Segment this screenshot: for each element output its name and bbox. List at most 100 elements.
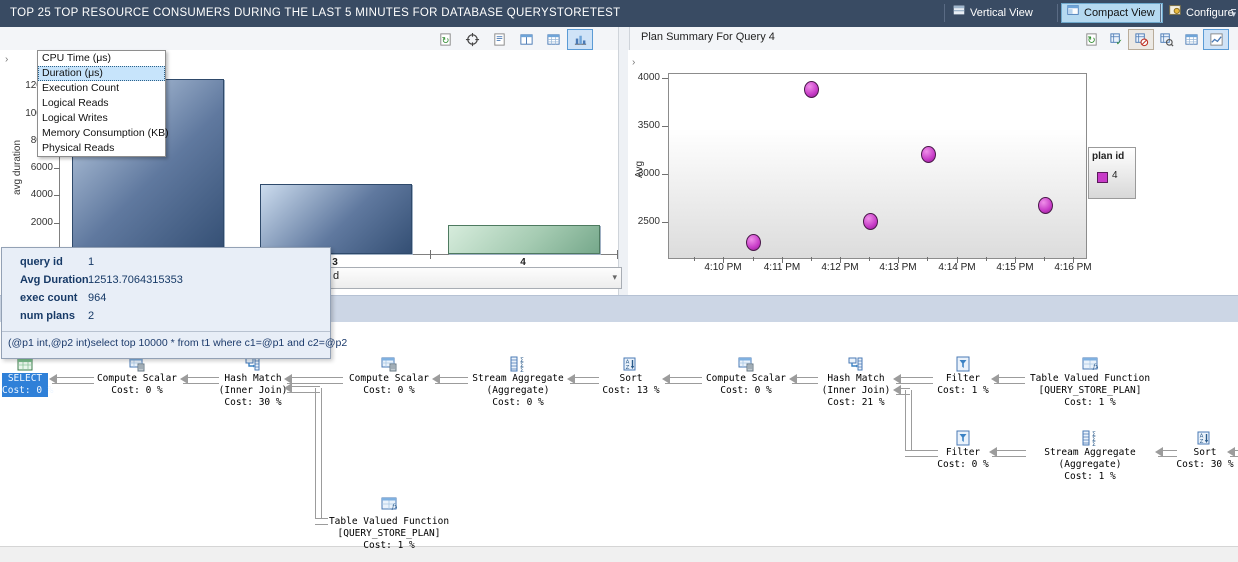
- x-axis-tick-label: 3: [332, 257, 338, 268]
- plan-node-sort2[interactable]: Sort Cost: 30 %: [1176, 447, 1234, 470]
- scatter-point[interactable]: [1038, 197, 1053, 214]
- plan-toolbar-force-plan-icon[interactable]: ✓: [1103, 29, 1129, 50]
- y-axis-tick-label: 2000: [30, 217, 53, 228]
- plan-toolbar-chart-line-icon[interactable]: [1203, 29, 1229, 50]
- plan-toolbar-refresh-icon[interactable]: ↻: [1078, 29, 1104, 50]
- y-axis-tick-label: 4000: [30, 189, 53, 200]
- tvf-icon: fx: [381, 496, 398, 515]
- chart-toolbar-query-text-icon[interactable]: [486, 29, 512, 50]
- x-axis-minor-tick: [1044, 257, 1045, 261]
- query-tooltip: query id 1 Avg Duration12513.7064315353 exe…: [1, 247, 347, 359]
- plan-node-select[interactable]: SELECT Cost: 0 %: [2, 373, 54, 397]
- menu-item-duration-s-[interactable]: Duration (μs): [38, 66, 165, 81]
- svg-text:A: A: [1200, 434, 1204, 440]
- tooltip-divider: [2, 331, 330, 332]
- compact-view-icon: [1066, 3, 1080, 23]
- menu-item-logical-reads[interactable]: Logical Reads: [42, 97, 109, 109]
- plan-connector: [989, 447, 1026, 457]
- vertical-view-icon: [952, 3, 966, 24]
- scatter-point[interactable]: [921, 146, 936, 163]
- plan-connector: [567, 374, 599, 384]
- tooltip-row-value: 2: [88, 310, 95, 322]
- plan-toolbar-grid-view-icon[interactable]: [1178, 29, 1204, 50]
- menu-item-physical-reads[interactable]: Physical Reads: [42, 142, 115, 154]
- pane-collapse-icon[interactable]: ›: [5, 54, 9, 65]
- bar-query-4[interactable]: [448, 225, 600, 254]
- tooltip-row: exec count 964: [20, 292, 106, 304]
- plan-connector: [789, 374, 818, 384]
- compute-scalar-icon: [381, 356, 397, 375]
- plan-node-hm2[interactable]: Hash Match (Inner Join) Cost: 21 %: [821, 373, 891, 408]
- plan-node-sort1[interactable]: Sort Cost: 13 %: [602, 373, 660, 396]
- tooltip-row-value: 964: [88, 292, 107, 304]
- x-axis-tick: [1015, 257, 1016, 263]
- scatter-point[interactable]: [804, 81, 819, 98]
- y-axis-tick: [662, 78, 668, 79]
- menu-item-logical-writes[interactable]: Logical Writes: [42, 112, 108, 124]
- y-axis-tick: [54, 195, 60, 196]
- plan-summary-header: Plan Summary For Query 4: [641, 31, 775, 43]
- plan-node-sa1[interactable]: Stream Aggregate (Aggregate) Cost: 0 %: [472, 373, 564, 408]
- x-axis-tick: [617, 250, 618, 259]
- svg-text:Σ: Σ: [520, 362, 524, 369]
- x-axis-minor-tick: [811, 257, 812, 261]
- menu-item-memory-consumption-kb-[interactable]: Memory Consumption (KB): [42, 127, 169, 139]
- plan-node-tvf1[interactable]: Table Valued Function [QUERY_STORE_PLAN] C…: [1029, 373, 1151, 408]
- horizontal-scrollbar[interactable]: ◂ ▸ +: [0, 546, 1238, 562]
- plan-connector: [1155, 447, 1177, 457]
- svg-text:Σ: Σ: [1092, 436, 1096, 443]
- plan-node-cs1[interactable]: Compute Scalar Cost: 0 %: [96, 373, 178, 396]
- chart-toolbar-grid-view-icon[interactable]: [540, 29, 566, 50]
- plan-node-cs2[interactable]: Compute Scalar Cost: 0 %: [348, 373, 430, 396]
- chart-toolbar-refresh-report-icon[interactable]: ↻: [432, 29, 458, 50]
- chart-toolbar-pane-view-icon[interactable]: [513, 29, 539, 50]
- y-axis-title: Avg: [634, 160, 645, 178]
- svg-text:Σ: Σ: [1092, 431, 1096, 438]
- scatter-point[interactable]: [746, 234, 761, 251]
- tooltip-row-value: 1: [88, 256, 95, 268]
- y-axis-tick-label: 2500: [637, 216, 660, 227]
- chart-toolbar-chart-bars-icon[interactable]: [567, 29, 593, 50]
- plan-node-sa2[interactable]: Stream Aggregate (Aggregate) Cost: 1 %: [1044, 447, 1136, 482]
- x-axis-tick: [957, 257, 958, 263]
- plan-connector: [905, 450, 938, 457]
- view-button-configure[interactable]: Configure: [1164, 3, 1238, 23]
- plan-toolbar-unforce-plan-icon[interactable]: [1128, 29, 1154, 50]
- chart-toolbar-crosshair-icon[interactable]: [459, 29, 485, 50]
- plan-node-cs3[interactable]: Compute Scalar Cost: 0 %: [705, 373, 787, 396]
- svg-text:Z: Z: [1200, 439, 1204, 445]
- menu-item-execution-count[interactable]: Execution Count: [42, 82, 120, 94]
- x-axis-tick-label: 4:11 PM: [763, 262, 801, 273]
- view-button-compact-view[interactable]: Compact View: [1061, 3, 1163, 23]
- plan-connector: [180, 374, 219, 384]
- metric-dropdown-menu: CPU Time (μs) Duration (μs) Execution Coun…: [37, 50, 169, 157]
- menu-item-cpu-time-s-[interactable]: CPU Time (μs): [42, 52, 112, 64]
- plan-node-tvf2[interactable]: Table Valued Function [QUERY_STORE_PLAN] C…: [328, 516, 450, 551]
- scatter-point[interactable]: [863, 213, 878, 230]
- execution-plan-area: [0, 348, 1238, 546]
- tooltip-row: query id 1: [20, 256, 94, 268]
- x-axis-line: [59, 254, 617, 255]
- plan-connector: [991, 374, 1025, 384]
- plan-node-f1[interactable]: Filter Cost: 1 %: [937, 373, 989, 396]
- titlebar-overflow-icon[interactable]: ▾: [1231, 9, 1236, 19]
- view-button-vertical-view[interactable]: Vertical View: [948, 3, 1040, 23]
- y-axis-tick: [662, 126, 668, 127]
- svg-text:↻: ↻: [1087, 35, 1096, 47]
- plan-node-hm1[interactable]: Hash Match (Inner Join) Cost: 30 %: [218, 373, 288, 408]
- plan-connector: [893, 374, 933, 384]
- y-axis-tick: [54, 168, 60, 169]
- plan-node-f2[interactable]: Filter Cost: 0 %: [937, 447, 989, 470]
- pane-collapse-icon[interactable]: ›: [632, 57, 636, 68]
- tooltip-row: Avg Duration12513.7064315353: [20, 274, 183, 286]
- filter-icon: [955, 430, 971, 449]
- chevron-down-icon: ▾: [612, 272, 617, 282]
- bar-query-3[interactable]: [260, 184, 412, 254]
- y-axis-tick-label: 6000: [30, 162, 53, 173]
- y-axis-tick-label: 4000: [637, 72, 660, 83]
- svg-text:✓: ✓: [1115, 37, 1122, 47]
- x-axis-tick: [782, 257, 783, 263]
- plan-toolbar-compare-plan-icon[interactable]: [1153, 29, 1179, 50]
